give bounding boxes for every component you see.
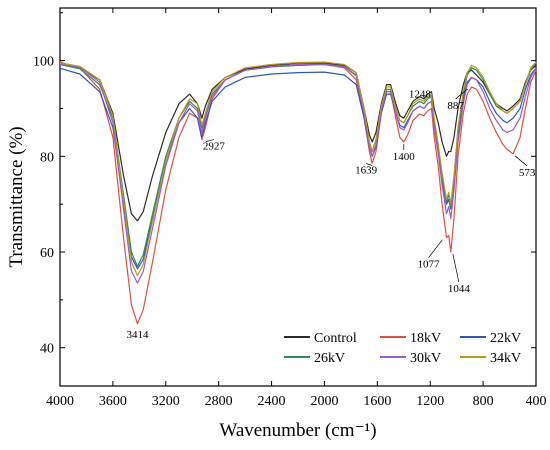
x-tick-label: 2800 xyxy=(205,394,233,409)
legend-label: 22kV xyxy=(490,331,521,346)
peak-label: 2927 xyxy=(203,141,226,153)
peak-label: 1077 xyxy=(417,259,440,271)
legend-label: Control xyxy=(314,331,357,346)
series-line-30kv xyxy=(59,63,537,284)
peak-label: 1248 xyxy=(409,89,432,101)
annotation-leader xyxy=(455,88,468,100)
peak-label: 573 xyxy=(519,167,536,179)
y-tick-label: 100 xyxy=(33,55,54,70)
y-axis-title: Transmittance (%) xyxy=(6,126,27,267)
x-tick-label: 400 xyxy=(526,394,547,409)
peak-label: 3414 xyxy=(126,329,149,341)
legend-label: 26kV xyxy=(314,351,345,366)
x-tick-label: 2400 xyxy=(258,394,286,409)
tick-layer: 4000 3600 3200 2800 2400 2000 1600 1200 800 400 40… xyxy=(33,8,547,409)
peak-label: 887 xyxy=(447,100,464,112)
y-tick-label: 40 xyxy=(40,342,54,357)
annotation-leader xyxy=(452,253,460,283)
annotation-leader xyxy=(205,139,214,142)
plot-background xyxy=(59,7,537,387)
x-tick-label: 4000 xyxy=(46,394,74,409)
annotation-leader xyxy=(366,163,373,166)
x-tick-label: 800 xyxy=(473,394,494,409)
plot-frame xyxy=(59,7,537,387)
series-line-control xyxy=(59,62,537,222)
y-tick-label: 80 xyxy=(40,150,54,165)
x-tick-label: 2000 xyxy=(310,394,338,409)
x-tick-label: 1200 xyxy=(416,394,444,409)
annotation-layer: 3414 2927 1639 1400 1248 1077 1044 887 573 xyxy=(126,89,535,341)
legend-label: 34kV xyxy=(490,351,521,366)
series-line-34kv xyxy=(59,61,537,277)
x-tick-label: 3200 xyxy=(152,394,180,409)
y-tick-label: 60 xyxy=(40,246,54,261)
x-tick-label: 3600 xyxy=(99,394,127,409)
annotation-leader xyxy=(428,239,443,258)
series-line-18kv xyxy=(59,61,537,325)
peak-label: 1044 xyxy=(448,283,471,295)
x-tick-label: 1600 xyxy=(363,394,391,409)
annotation-leader xyxy=(514,155,528,167)
legend: Control 18kV 22kV 26kV 30kV 34kV xyxy=(284,331,521,366)
peak-label: 1400 xyxy=(393,151,416,163)
legend-label: 18kV xyxy=(410,331,441,346)
peak-label: 1639 xyxy=(355,165,378,177)
legend-label: 30kV xyxy=(410,351,441,366)
x-axis-title: Wavenumber (cm⁻¹) xyxy=(219,420,376,441)
series-layer xyxy=(59,61,537,325)
